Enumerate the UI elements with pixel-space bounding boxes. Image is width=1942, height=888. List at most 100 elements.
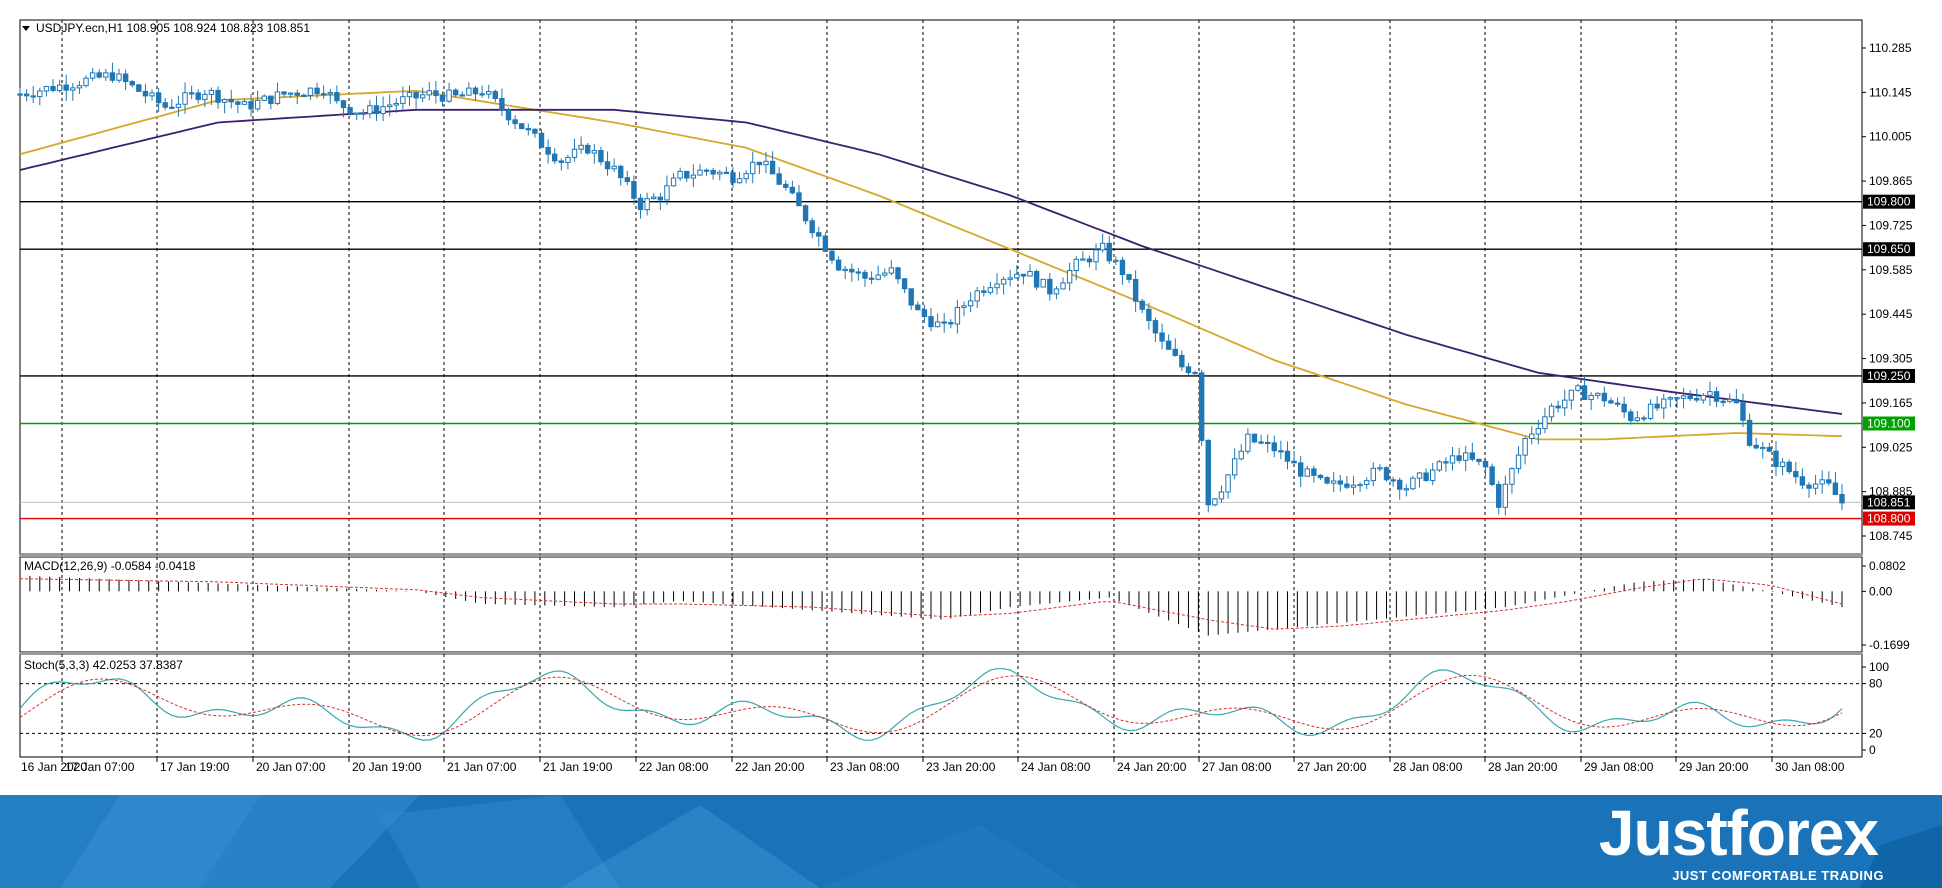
candle-body	[182, 92, 188, 105]
x-tick-label: 23 Jan 20:00	[926, 760, 996, 774]
macd-label: MACD(12,26,9) -0.0584 -0.0418	[24, 559, 196, 573]
x-tick-label: 29 Jan 08:00	[1584, 760, 1654, 774]
candle-body	[1661, 398, 1667, 409]
candle-body	[835, 259, 842, 271]
candle-body	[1357, 483, 1363, 487]
candle-body	[558, 160, 565, 163]
price-level-value: 109.100	[1867, 417, 1911, 431]
candle-body	[1720, 400, 1726, 403]
candle-body	[1667, 397, 1674, 400]
price-candles	[17, 62, 1845, 516]
candle-body	[380, 106, 386, 115]
price-axis: 110.285 110.145 110.005 109.865 109.725 109.5…	[1862, 41, 1913, 543]
candle-body	[1430, 469, 1436, 481]
candle-body	[1311, 468, 1317, 476]
candle-body	[386, 104, 393, 108]
candle-body	[1099, 242, 1106, 251]
y-tick-label: 109.165	[1869, 396, 1913, 410]
y-tick-label: 109.865	[1869, 174, 1913, 188]
stoch-tick-label: 20	[1869, 726, 1883, 740]
candle-body	[109, 72, 116, 81]
x-tick-label: 28 Jan 08:00	[1393, 760, 1463, 774]
candle-body	[1832, 482, 1839, 496]
y-tick-label: 109.585	[1869, 263, 1913, 277]
candle-body	[776, 173, 782, 185]
candle-body	[1000, 278, 1007, 285]
panel-splitter[interactable]	[20, 652, 1862, 655]
candle-body	[987, 287, 994, 293]
x-tick-label: 28 Jan 20:00	[1488, 760, 1558, 774]
x-tick-label: 27 Jan 08:00	[1202, 760, 1272, 774]
candle-body	[690, 174, 697, 179]
price-level-badge	[1863, 511, 1915, 526]
candle-body	[730, 172, 736, 184]
y-tick-label: 108.745	[1869, 529, 1913, 543]
macd-tick-label: -0.1699	[1869, 638, 1910, 652]
candle-body	[76, 85, 83, 89]
candle-body	[697, 169, 703, 176]
candle-body	[571, 148, 578, 158]
candle-body	[1766, 446, 1773, 452]
candle-body	[1680, 395, 1687, 399]
candle-body	[1397, 479, 1403, 490]
candle-body	[426, 90, 432, 96]
candle-body	[538, 132, 545, 148]
candle-body	[373, 105, 380, 115]
candle-body	[1555, 405, 1561, 409]
y-tick-label: 109.725	[1869, 218, 1913, 232]
candle-body	[769, 160, 776, 175]
candle-body	[254, 99, 261, 110]
symbol-dropdown-icon[interactable]	[22, 26, 30, 31]
candle-body	[796, 192, 802, 207]
candle-body	[241, 101, 248, 105]
candle-body	[116, 73, 122, 81]
stoch-signal-line	[19, 674, 1843, 737]
price-level-badge	[1863, 416, 1915, 431]
candle-body	[215, 89, 221, 103]
candle-body	[928, 316, 934, 328]
candle-body	[129, 81, 135, 86]
candle-body	[565, 156, 571, 163]
candle-body	[320, 93, 327, 96]
candle-body	[1548, 405, 1555, 418]
candle-body	[1654, 403, 1660, 409]
candle-body	[301, 94, 307, 97]
candle-body	[1449, 455, 1456, 464]
candle-body	[994, 283, 1000, 289]
candle-body	[1040, 278, 1046, 288]
candle-body	[1588, 394, 1594, 401]
candle-body	[1469, 452, 1476, 460]
candle-body	[360, 112, 366, 115]
candle-body	[1264, 441, 1271, 445]
candle-body	[1839, 494, 1845, 504]
candle-body	[624, 177, 631, 183]
candle-body	[1436, 461, 1443, 471]
macd-signal-line	[19, 578, 1843, 630]
candle-body	[327, 92, 333, 95]
macd-tick-label: 0.00	[1869, 584, 1893, 598]
candle-body	[1218, 491, 1225, 500]
candle-body	[340, 100, 347, 109]
candle-body	[56, 84, 63, 92]
candle-body	[1634, 417, 1641, 422]
candle-body	[1456, 455, 1462, 461]
y-tick-label: 109.445	[1869, 307, 1913, 321]
candle-body	[472, 87, 479, 95]
candle-body	[895, 267, 901, 280]
candle-body	[1535, 428, 1542, 435]
panel-splitter[interactable]	[20, 553, 1862, 557]
candle-body	[406, 91, 413, 98]
x-tick-label: 17 Jan 07:00	[65, 760, 135, 774]
candle-body	[486, 91, 492, 95]
y-tick-label: 110.145	[1869, 85, 1912, 99]
candle-body	[63, 84, 69, 91]
candle-body	[948, 322, 954, 325]
candle-body	[367, 105, 373, 115]
candle-body	[446, 89, 452, 102]
candle-body	[816, 232, 822, 237]
candle-body	[1779, 461, 1786, 468]
candle-body	[1047, 278, 1053, 295]
